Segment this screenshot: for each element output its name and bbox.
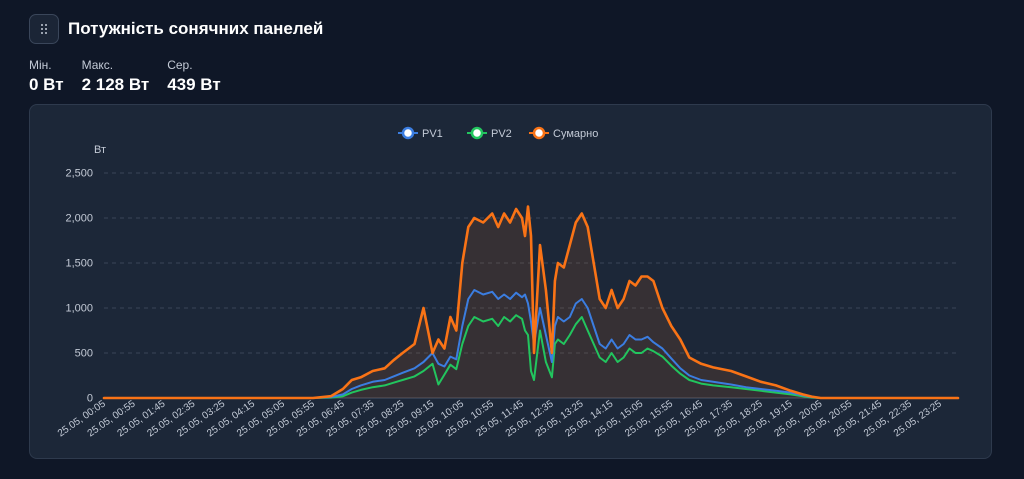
stat-max: Макс. 2 128 Вт (82, 58, 150, 95)
y-tick-label: 1,500 (65, 258, 93, 270)
y-tick-label: 0 (87, 393, 93, 405)
total-line (102, 205, 960, 400)
stat-max-label: Макс. (81, 58, 114, 72)
stat-avg-value: 439 Вт (167, 75, 221, 94)
legend-pv1-label: PV1 (422, 128, 443, 140)
legend-total-label: Сумарно (553, 128, 598, 140)
y-tick-label: 2,000 (65, 213, 93, 225)
y-axis-label: Вт (94, 144, 106, 156)
pv1-line (103, 289, 959, 399)
stat-min-value: 0 Вт (29, 75, 64, 94)
y-tick-label: 500 (75, 348, 93, 360)
stat-avg: Сер. 439 Вт (167, 58, 220, 95)
y-tick-label: 2,500 (65, 168, 93, 180)
chart-card: 0 500 1,000 1,500 2,000 2,500 Вт 25.05, 00:05 25… (29, 104, 992, 459)
y-tick-label: 1,000 (65, 303, 93, 315)
legend-pv1-marker (401, 126, 415, 140)
legend-pv2-marker (470, 126, 484, 140)
total-area (104, 206, 958, 398)
stat-avg-label: Сер. (167, 58, 193, 72)
stat-min-label: Мін. (29, 58, 52, 72)
pv2-line (103, 314, 959, 399)
stats-row: Мін. 0 Вт Макс. 2 128 Вт Сер. 439 Вт (29, 58, 239, 95)
stat-max-value: 2 128 Вт (81, 75, 150, 94)
menu-button[interactable] (29, 14, 59, 44)
page-title: Потужність сонячних панелей (68, 19, 324, 38)
legend-total-marker (532, 126, 546, 140)
legend-pv2-label: PV2 (491, 128, 512, 140)
dots-grid-icon (41, 24, 47, 34)
header: Потужність сонячних панелей (29, 14, 323, 44)
stat-min: Мін. 0 Вт (29, 58, 64, 95)
